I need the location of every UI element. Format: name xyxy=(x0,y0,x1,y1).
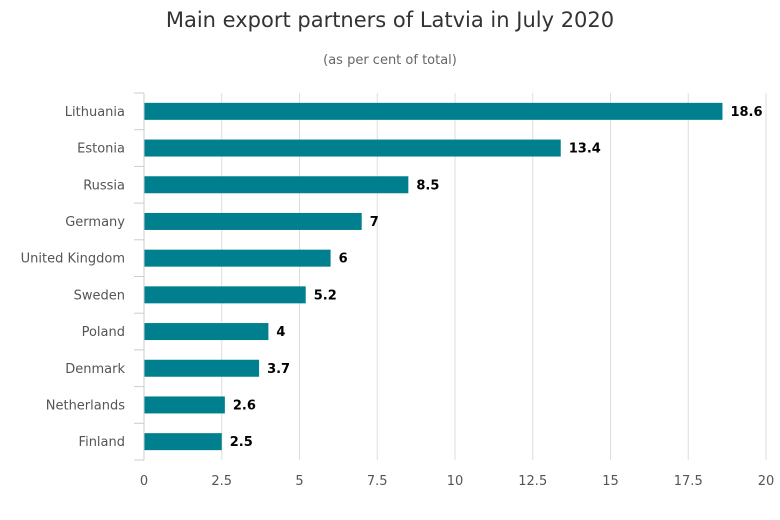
bar xyxy=(144,323,269,341)
chart-title: Main export partners of Latvia in July 2… xyxy=(165,8,615,32)
bar xyxy=(144,212,362,230)
data-label: 18.6 xyxy=(730,105,762,120)
category-label: Estonia xyxy=(77,142,125,157)
bar xyxy=(144,433,222,451)
category-label: Sweden xyxy=(74,288,125,303)
x-tick-label: 12.5 xyxy=(518,474,547,489)
category-label: Netherlands xyxy=(46,398,125,413)
labels: 0 2.5 5 7.5 10 12.5 15 17.5 20 Lithuania 18.6 Eston… xyxy=(21,105,775,489)
axes xyxy=(134,92,145,461)
x-tick-label: 5 xyxy=(295,474,303,489)
category-label: Finland xyxy=(79,435,125,450)
data-label: 3.7 xyxy=(267,362,290,377)
bar xyxy=(144,396,225,414)
bars xyxy=(144,102,723,451)
data-label: 2.5 xyxy=(230,435,253,450)
x-tick-label: 10 xyxy=(447,474,464,489)
bar xyxy=(144,249,331,267)
x-tick-label: 17.5 xyxy=(674,474,703,489)
bar xyxy=(144,359,260,377)
x-tick-label: 2.5 xyxy=(211,474,232,489)
data-label: 8.5 xyxy=(416,178,439,193)
data-label: 6 xyxy=(339,252,348,267)
x-tick-label: 7.5 xyxy=(367,474,388,489)
data-label: 4 xyxy=(276,325,285,340)
category-label: Denmark xyxy=(65,362,125,377)
category-label: Russia xyxy=(83,178,125,193)
bar xyxy=(144,102,723,120)
category-label: United Kingdom xyxy=(21,252,125,267)
x-tick-label: 0 xyxy=(140,474,148,489)
x-tick-label: 15 xyxy=(602,474,619,489)
x-tick-label: 20 xyxy=(758,474,775,489)
data-label: 7 xyxy=(370,215,379,230)
category-label: Germany xyxy=(65,215,125,230)
bar xyxy=(144,139,561,157)
data-label: 2.6 xyxy=(233,398,256,413)
category-label: Lithuania xyxy=(65,105,125,120)
bar xyxy=(144,176,409,194)
bar xyxy=(144,286,306,304)
data-label: 5.2 xyxy=(314,288,337,303)
category-label: Poland xyxy=(82,325,125,340)
data-label: 13.4 xyxy=(569,142,601,157)
chart-subtitle: (as per cent of total) xyxy=(323,53,457,68)
